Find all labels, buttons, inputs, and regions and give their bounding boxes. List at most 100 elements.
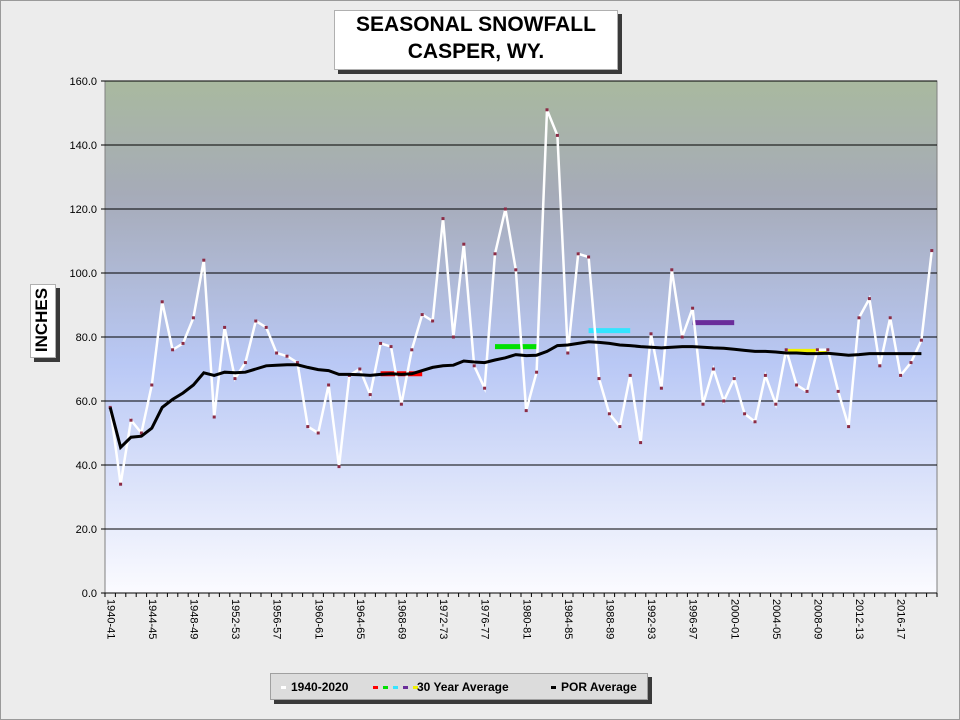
x-tick-label: 1948-49 — [187, 599, 199, 639]
x-tick-label: 1940-41 — [104, 599, 116, 639]
annual-snowfall-point — [743, 412, 747, 416]
annual-snowfall-point — [462, 242, 466, 246]
x-tick-label: 2004-05 — [770, 599, 782, 639]
annual-snowfall-point — [784, 348, 788, 352]
annual-snowfall-point — [316, 431, 320, 435]
annual-snowfall-point — [514, 268, 518, 272]
annual-snowfall-point — [275, 351, 279, 355]
annual-snowfall-point — [358, 367, 362, 371]
annual-snowfall-point — [399, 402, 403, 406]
legend-swatch-cyan — [393, 686, 398, 689]
annual-snowfall-point — [836, 389, 840, 393]
annual-snowfall-point — [389, 345, 393, 349]
annual-snowfall-point — [566, 351, 570, 355]
annual-snowfall-point — [223, 325, 227, 329]
x-tick-label: 1960-61 — [312, 599, 324, 639]
annual-snowfall-point — [587, 255, 591, 259]
annual-snowfall-point — [763, 373, 767, 377]
annual-snowfall-point — [753, 420, 757, 424]
annual-snowfall-point — [555, 133, 559, 137]
annual-snowfall-point — [795, 383, 799, 387]
y-tick-label: 140.0 — [69, 140, 97, 152]
x-tick-label: 1964-65 — [354, 599, 366, 639]
x-tick-label: 2008-09 — [811, 599, 823, 639]
annual-snowfall-point — [607, 412, 611, 416]
annual-snowfall-point — [493, 252, 497, 256]
chart-title-line2: CASPER, WY. — [407, 40, 545, 63]
annual-snowfall-point — [576, 252, 580, 256]
annual-snowfall-point — [888, 316, 892, 320]
legend-swatch-black — [551, 686, 556, 689]
annual-snowfall-point — [639, 441, 643, 445]
legend: 1940-2020 30 Year Average POR Average — [270, 673, 648, 700]
chart-title: SEASONAL SNOWFALL CASPER, WY. — [334, 10, 618, 70]
annual-snowfall-point — [503, 207, 507, 211]
annual-snowfall-point — [202, 258, 206, 262]
annual-snowfall-point — [847, 425, 851, 429]
chart-title-line1: SEASONAL SNOWFALL — [356, 13, 596, 36]
y-tick-label: 120.0 — [69, 204, 97, 216]
annual-snowfall-point — [930, 249, 934, 253]
annual-snowfall-point — [878, 364, 882, 368]
annual-snowfall-point — [722, 399, 726, 403]
annual-snowfall-point — [618, 425, 622, 429]
annual-snowfall-point — [337, 465, 341, 469]
annual-snowfall-point — [483, 386, 487, 390]
annual-snowfall-point — [701, 402, 705, 406]
annual-snowfall-point — [899, 373, 903, 377]
legend-swatch-yellow — [413, 686, 418, 689]
annual-snowfall-point — [680, 335, 684, 339]
annual-snowfall-point — [171, 348, 175, 352]
x-tick-label: 1984-85 — [562, 599, 574, 639]
legend-swatch-green — [383, 686, 388, 689]
annual-snowfall-point — [524, 409, 528, 413]
annual-snowfall-point — [919, 338, 923, 342]
annual-snowfall-point — [129, 418, 133, 422]
annual-snowfall-point — [420, 313, 424, 317]
annual-snowfall-point — [150, 383, 154, 387]
annual-snowfall-point — [691, 306, 695, 310]
x-tick-label: 1992-93 — [645, 599, 657, 639]
x-tick-label: 1952-53 — [229, 599, 241, 639]
annual-snowfall-point — [306, 425, 310, 429]
x-tick-label: 1956-57 — [271, 599, 283, 639]
annual-snowfall-point — [119, 482, 123, 486]
annual-snowfall-point — [191, 316, 195, 320]
plot-area: 0.0 20.0 40.0 60.0 80.0 100.0 120.0 140.0 160.0 1… — [69, 76, 938, 639]
annual-snowfall-point — [857, 316, 861, 320]
annual-snowfall-point — [295, 361, 299, 365]
x-tick-label: 1988-89 — [603, 599, 615, 639]
y-axis-label: INCHES — [32, 287, 51, 353]
annual-snowfall-point — [451, 335, 455, 339]
annual-snowfall-point — [431, 319, 435, 323]
por-average-line — [108, 340, 922, 451]
x-tick-label: 2012-13 — [853, 599, 865, 639]
x-tick-label: 1976-77 — [479, 599, 491, 639]
y-tick-label: 60.0 — [76, 396, 97, 408]
x-tick-label: 1996-97 — [687, 599, 699, 639]
x-tick-label: 1972-73 — [437, 599, 449, 639]
legend-swatch-purple — [403, 686, 408, 689]
annual-snowfall-point — [545, 108, 549, 112]
annual-snowfall-point — [535, 370, 539, 374]
annual-snowfall-point — [649, 332, 653, 336]
annual-snowfall-point — [139, 431, 143, 435]
annual-snowfall-point — [160, 300, 164, 304]
annual-snowfall-point — [826, 348, 830, 352]
annual-snowfall-point — [410, 348, 414, 352]
annual-snowfall-point — [711, 367, 715, 371]
legend-label-30yr: 30 Year Average — [417, 680, 509, 694]
annual-snowfall-point — [441, 217, 445, 221]
annual-snowfall-point — [732, 377, 736, 381]
legend-swatch-white — [281, 686, 286, 689]
y-tick-label: 80.0 — [76, 332, 97, 344]
y-tick-label: 0.0 — [82, 588, 97, 600]
annual-snowfall-point — [774, 402, 778, 406]
annual-snowfall-point — [254, 319, 258, 323]
annual-snowfall-point — [670, 268, 674, 272]
x-tick-label: 2016-17 — [895, 599, 907, 639]
annual-snowfall-line — [108, 109, 934, 485]
x-tick-label: 2000-01 — [728, 599, 740, 639]
annual-snowfall-point — [327, 383, 331, 387]
